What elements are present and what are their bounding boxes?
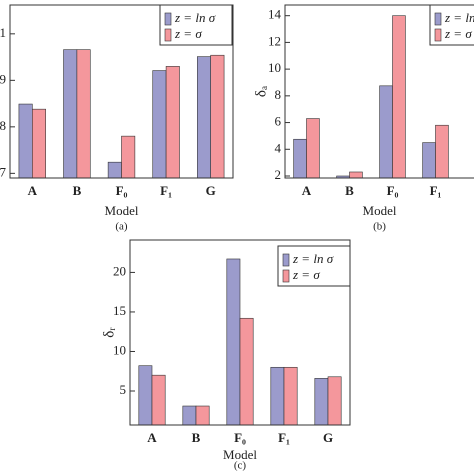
- y-axis-label: δᵣ: [101, 327, 117, 338]
- legend-swatch: [434, 28, 442, 42]
- bar: [327, 376, 342, 426]
- x-tick-label: A: [147, 430, 157, 445]
- y-tick-label: 20: [113, 263, 126, 278]
- bar: [31, 108, 46, 179]
- caption: (c): [234, 460, 247, 472]
- bar: [151, 374, 166, 426]
- y-tick-label: 12: [268, 33, 281, 48]
- x-axis-label: Model: [105, 203, 139, 218]
- x-tick-label: B: [73, 183, 82, 198]
- y-tick-label: 6: [275, 114, 282, 129]
- frame: [284, 4, 474, 179]
- bar: [152, 70, 167, 179]
- y-tick-label: 2: [275, 167, 282, 182]
- y-tick-label: 0.97: [0, 164, 7, 179]
- x-tick-label: G: [323, 430, 333, 445]
- y-tick-label: 15: [113, 303, 126, 318]
- x-tick-label: F₀: [116, 183, 128, 198]
- x-tick-label: B: [192, 430, 201, 445]
- y-tick-label: 0.99: [0, 71, 6, 86]
- bar: [18, 103, 33, 179]
- y-tick-label: 14: [268, 7, 282, 22]
- bar: [121, 135, 136, 179]
- bar: [306, 118, 320, 179]
- legend-box: [277, 245, 351, 287]
- bar: [283, 366, 298, 426]
- caption: (b): [373, 221, 386, 233]
- caption: (a): [115, 221, 128, 233]
- legend-box: [159, 4, 233, 46]
- bar: [165, 66, 180, 179]
- bar: [197, 56, 212, 179]
- bar: [239, 317, 254, 426]
- bar: [107, 161, 122, 179]
- y-tick-label: 5: [120, 382, 127, 397]
- bar: [293, 138, 307, 179]
- y-tick-label: 10: [268, 60, 281, 75]
- bar: [422, 142, 436, 179]
- y-tick-label: 4: [275, 140, 282, 155]
- x-tick-label: F₀: [387, 183, 399, 198]
- legend-label: z = ln σ: [292, 251, 334, 266]
- x-tick-label: A: [28, 183, 38, 198]
- bar: [379, 85, 393, 179]
- bar: [392, 15, 406, 179]
- bar: [226, 258, 241, 426]
- legend-swatch: [282, 253, 290, 267]
- legend-label: z = ln σ: [444, 10, 474, 25]
- bar: [314, 378, 329, 426]
- x-tick-label: A: [302, 183, 312, 198]
- legend-label: z = σ: [174, 26, 202, 41]
- y-tick-label: 1: [0, 25, 6, 40]
- x-tick-label: F₀: [234, 430, 246, 445]
- legend-label: z = σ: [292, 267, 320, 282]
- x-tick-label: F₁: [278, 430, 290, 445]
- bar: [138, 365, 153, 426]
- frame: [9, 4, 234, 179]
- y-axis-label: δₐ: [253, 86, 269, 97]
- x-axis-label: Model: [223, 447, 257, 462]
- bar: [210, 54, 225, 179]
- y-tick-label: 10: [113, 342, 126, 357]
- x-tick-label: G: [206, 183, 216, 198]
- legend-swatch: [434, 12, 442, 26]
- bar: [76, 49, 91, 179]
- bar: [270, 366, 285, 426]
- legend-label: z = ln σ: [174, 10, 216, 25]
- frame: [129, 239, 351, 426]
- x-tick-label: F₁: [160, 183, 172, 198]
- bar: [349, 171, 363, 179]
- bar: [63, 49, 78, 179]
- legend-swatch: [164, 12, 172, 26]
- legend-swatch: [164, 28, 172, 42]
- legend-swatch: [282, 269, 290, 283]
- legend-label: z = σ: [444, 26, 472, 41]
- bar: [435, 124, 449, 179]
- bar: [195, 405, 210, 426]
- bar: [182, 405, 197, 426]
- y-tick-label: 8: [275, 87, 282, 102]
- x-axis-label: Model: [363, 203, 397, 218]
- y-tick-label: 0.98: [0, 118, 6, 133]
- x-tick-label: F₁: [430, 183, 442, 198]
- x-tick-label: B: [345, 183, 354, 198]
